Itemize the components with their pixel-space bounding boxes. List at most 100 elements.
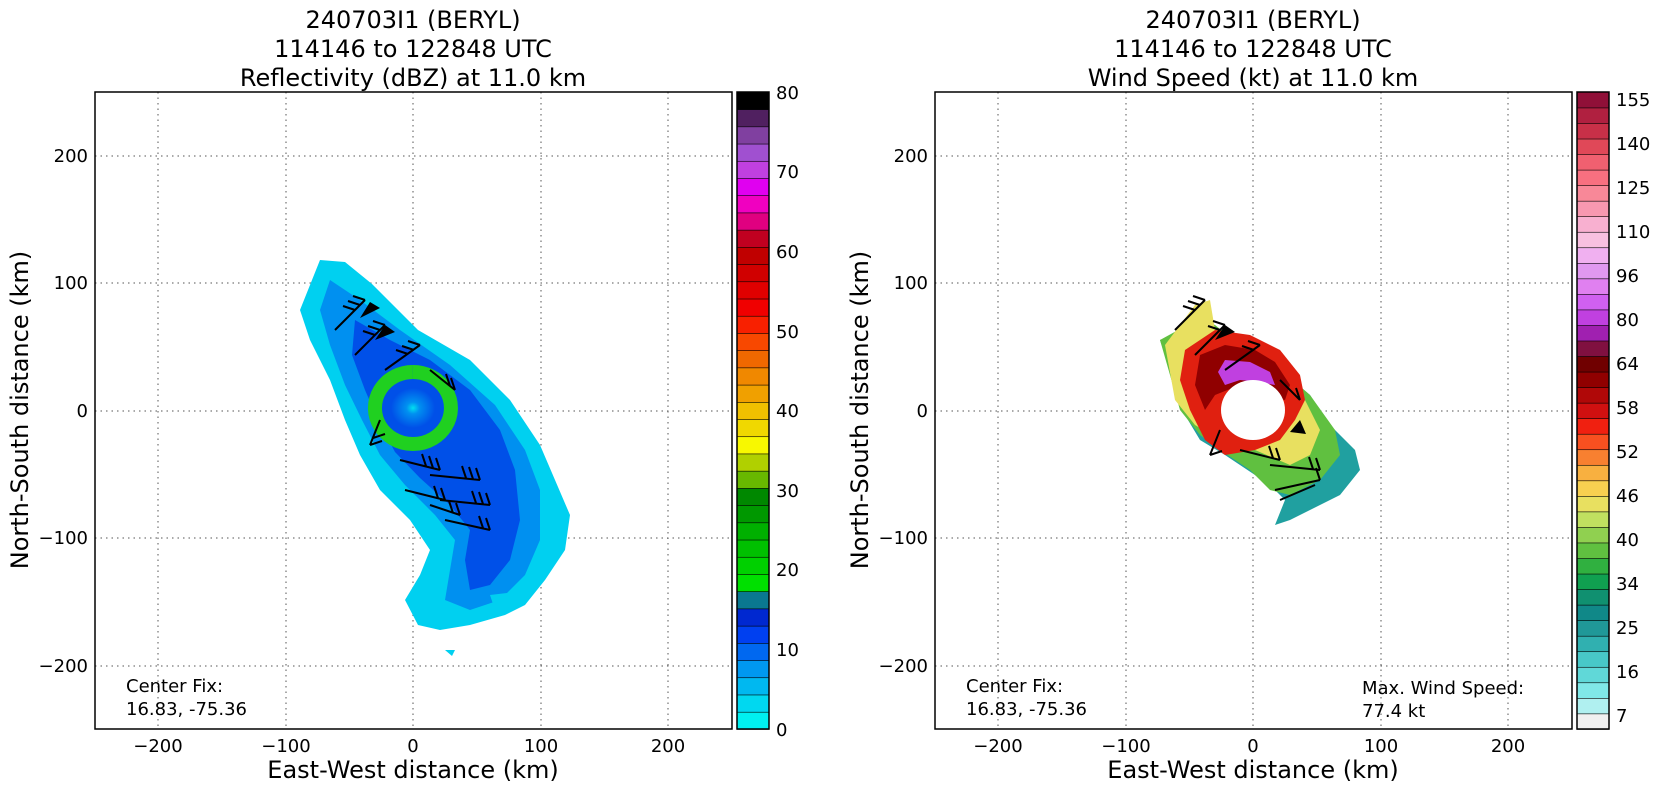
colorbar-swatch bbox=[1576, 682, 1610, 699]
x-tick-label: −100 bbox=[1101, 736, 1150, 757]
wind-center-fix-value: 16.83, -75.36 bbox=[966, 699, 1087, 720]
reflectivity-y-ticks: 200 100 0 −100 −200 bbox=[39, 146, 88, 677]
colorbar-tick-label: 40 bbox=[776, 401, 799, 422]
colorbar-tick-label: 50 bbox=[776, 322, 799, 343]
colorbar-swatch bbox=[1576, 355, 1610, 373]
y-tick-label: −100 bbox=[879, 528, 928, 549]
colorbar-swatch bbox=[736, 539, 770, 558]
reflectivity-y-axis-label: North-South distance (km) bbox=[6, 251, 34, 570]
reflectivity-eyewall-ring bbox=[367, 365, 458, 451]
colorbar-swatch bbox=[736, 642, 770, 661]
x-tick-label: 100 bbox=[524, 736, 558, 757]
colorbar-swatch bbox=[736, 470, 770, 489]
wind-x-ticks: −200 −100 0 100 200 bbox=[973, 736, 1525, 757]
colorbar-swatch bbox=[1576, 449, 1610, 466]
reflectivity-colorbar bbox=[736, 91, 770, 730]
colorbar-swatch bbox=[1576, 542, 1610, 559]
colorbar-swatch bbox=[1576, 324, 1610, 342]
colorbar-swatch bbox=[736, 453, 770, 472]
colorbar-tick-label: 70 bbox=[776, 162, 799, 183]
colorbar-swatch bbox=[736, 246, 770, 265]
colorbar-swatch bbox=[1576, 511, 1610, 528]
colorbar-swatch bbox=[1576, 557, 1610, 575]
colorbar-tick-label: 16 bbox=[1616, 662, 1639, 683]
colorbar-swatch bbox=[1576, 433, 1610, 451]
colorbar-swatch bbox=[1576, 588, 1610, 606]
wind-center-fix-label: Center Fix: bbox=[966, 676, 1063, 697]
colorbar-swatch bbox=[736, 504, 770, 524]
max-wind-speed-value: 77.4 kt bbox=[1362, 701, 1425, 722]
colorbar-tick-label: 20 bbox=[776, 560, 799, 581]
colorbar-swatch bbox=[1576, 138, 1610, 155]
colorbar-swatch bbox=[736, 659, 770, 679]
x-tick-label: 100 bbox=[1364, 736, 1398, 757]
x-tick-label: 0 bbox=[407, 736, 418, 757]
colorbar-tick-label: 25 bbox=[1616, 618, 1639, 639]
colorbar-swatch bbox=[736, 367, 770, 386]
x-tick-label: −100 bbox=[261, 736, 310, 757]
reflectivity-fragment bbox=[445, 650, 455, 656]
colorbar-tick-label: 60 bbox=[776, 242, 799, 263]
wind-colorbar bbox=[1576, 91, 1610, 730]
colorbar-swatch bbox=[736, 590, 770, 610]
colorbar-swatch bbox=[736, 229, 770, 248]
colorbar-swatch bbox=[1576, 402, 1610, 419]
colorbar-swatch bbox=[1576, 122, 1610, 140]
reflectivity-x-ticks: −200 −100 0 100 200 bbox=[133, 736, 685, 757]
y-tick-label: 200 bbox=[894, 146, 928, 167]
x-tick-label: 200 bbox=[1491, 736, 1525, 757]
colorbar-swatch bbox=[736, 556, 770, 575]
colorbar-swatch bbox=[1576, 262, 1610, 280]
colorbar-swatch bbox=[736, 332, 770, 351]
colorbar-swatch bbox=[1576, 713, 1610, 730]
colorbar-tick-label: 34 bbox=[1616, 574, 1639, 595]
x-tick-label: −200 bbox=[973, 736, 1022, 757]
colorbar-tick-label: 110 bbox=[1616, 222, 1650, 243]
wind-title-line-2: 114146 to 122848 UTC bbox=[1114, 35, 1392, 63]
colorbar-swatch bbox=[1576, 278, 1610, 295]
colorbar-swatch bbox=[1576, 293, 1610, 311]
colorbar-swatch bbox=[1576, 651, 1610, 668]
colorbar-swatch bbox=[1576, 417, 1610, 435]
y-tick-label: 0 bbox=[77, 401, 88, 422]
colorbar-swatch bbox=[1576, 697, 1610, 715]
colorbar-swatch bbox=[1576, 309, 1610, 326]
colorbar-swatch bbox=[1576, 215, 1610, 233]
colorbar-swatch bbox=[736, 91, 770, 110]
colorbar-swatch bbox=[1576, 495, 1610, 513]
colorbar-swatch bbox=[1576, 184, 1610, 202]
colorbar-swatch bbox=[1576, 153, 1610, 171]
wind-speed-panel: 240703I1 (BERYL) 114146 to 122848 UTC Wi… bbox=[846, 6, 1650, 784]
colorbar-tick-label: 155 bbox=[1616, 90, 1650, 111]
reflectivity-colorbar-ticks: 0 10 20 30 40 50 60 70 80 bbox=[776, 83, 799, 741]
y-tick-label: −100 bbox=[39, 528, 88, 549]
colorbar-frame bbox=[1576, 91, 1610, 730]
wind-title-line-1: 240703I1 (BERYL) bbox=[1145, 6, 1360, 34]
colorbar-swatch bbox=[736, 694, 770, 713]
colorbar-swatch bbox=[736, 315, 770, 334]
colorbar-swatch bbox=[736, 625, 770, 644]
reflectivity-eye bbox=[391, 388, 435, 428]
colorbar-swatch bbox=[1576, 526, 1610, 544]
reflectivity-plot-frame bbox=[94, 91, 733, 730]
colorbar-swatch bbox=[736, 177, 770, 197]
reflectivity-title-line-2: 114146 to 122848 UTC bbox=[274, 35, 552, 63]
x-tick-label: 0 bbox=[1247, 736, 1258, 757]
colorbar-swatch bbox=[1576, 480, 1610, 497]
x-tick-label: 200 bbox=[651, 736, 685, 757]
colorbar-tick-label: 140 bbox=[1616, 134, 1650, 155]
reflectivity-fragment bbox=[490, 592, 520, 610]
y-tick-label: 100 bbox=[54, 273, 88, 294]
reflectivity-panel: 240703I1 (BERYL) 114146 to 122848 UTC Re… bbox=[6, 6, 799, 784]
colorbar-swatch bbox=[736, 711, 770, 730]
y-tick-label: 0 bbox=[917, 401, 928, 422]
colorbar-swatch bbox=[1576, 91, 1610, 109]
wind-y-ticks: 200 100 0 −100 −200 bbox=[879, 146, 928, 677]
colorbar-tick-label: 96 bbox=[1616, 266, 1639, 287]
y-tick-label: −200 bbox=[39, 656, 88, 677]
reflectivity-center-fix-label: Center Fix: bbox=[126, 676, 223, 697]
wind-y-axis-label: North-South distance (km) bbox=[846, 251, 874, 570]
y-tick-label: 100 bbox=[894, 273, 928, 294]
wind-barbs bbox=[1174, 295, 1321, 501]
colorbar-swatch bbox=[736, 418, 770, 438]
